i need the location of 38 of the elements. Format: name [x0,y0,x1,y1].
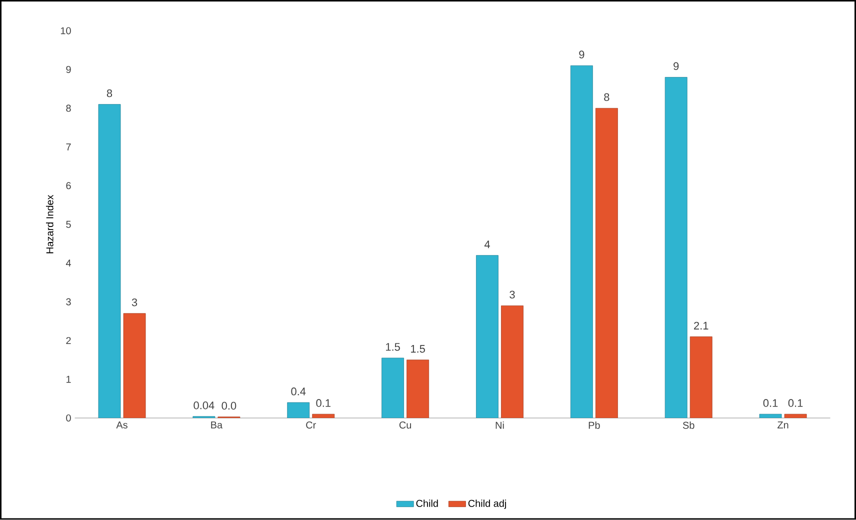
x-tick-label: Cr [306,422,316,429]
y-tick-label: 10 [60,27,71,34]
data-label: 0.1 [316,399,330,408]
legend-label: Child [416,500,438,508]
data-label: 0.1 [788,399,803,408]
y-tick-label: 2 [66,337,71,344]
data-label: 8 [106,89,112,98]
y-tick-label: 4 [66,260,71,267]
data-label: 9 [579,50,584,58]
x-tick-label: Cu [399,422,412,429]
x-tick-label: Ni [496,422,504,429]
y-tick-label: 0 [66,414,71,422]
data-label: 0.04 [194,402,214,410]
data-label: 3 [132,298,138,306]
data-label: 3 [510,290,515,299]
x-tick-label: Ba [211,422,223,429]
y-axis-title: Hazard Index [46,194,54,254]
y-tick-label: 3 [66,298,71,306]
x-tick-label: As [116,422,128,429]
y-tick-label: 9 [66,66,71,74]
y-tick-label: 7 [66,144,71,150]
x-tick-label: Pb [588,422,600,429]
data-label: 0.1 [763,399,778,408]
data-label: 9 [674,62,679,70]
x-tick-label: Sb [682,422,694,429]
legend-label: Child adj [468,500,506,509]
y-tick-label: 1 [66,376,71,383]
data-label: 4 [484,240,490,248]
data-label: 0.4 [291,388,306,396]
y-tick-label: 8 [66,104,71,112]
data-label: 8 [604,93,610,102]
data-label: 2.1 [694,322,708,330]
data-label: 0.0 [222,402,236,410]
data-label: 1.5 [411,345,425,353]
y-tick-label: 5 [66,220,71,228]
x-tick-label: Zn [778,422,788,428]
data-label: 1.5 [386,343,400,351]
y-tick-label: 6 [66,182,71,190]
